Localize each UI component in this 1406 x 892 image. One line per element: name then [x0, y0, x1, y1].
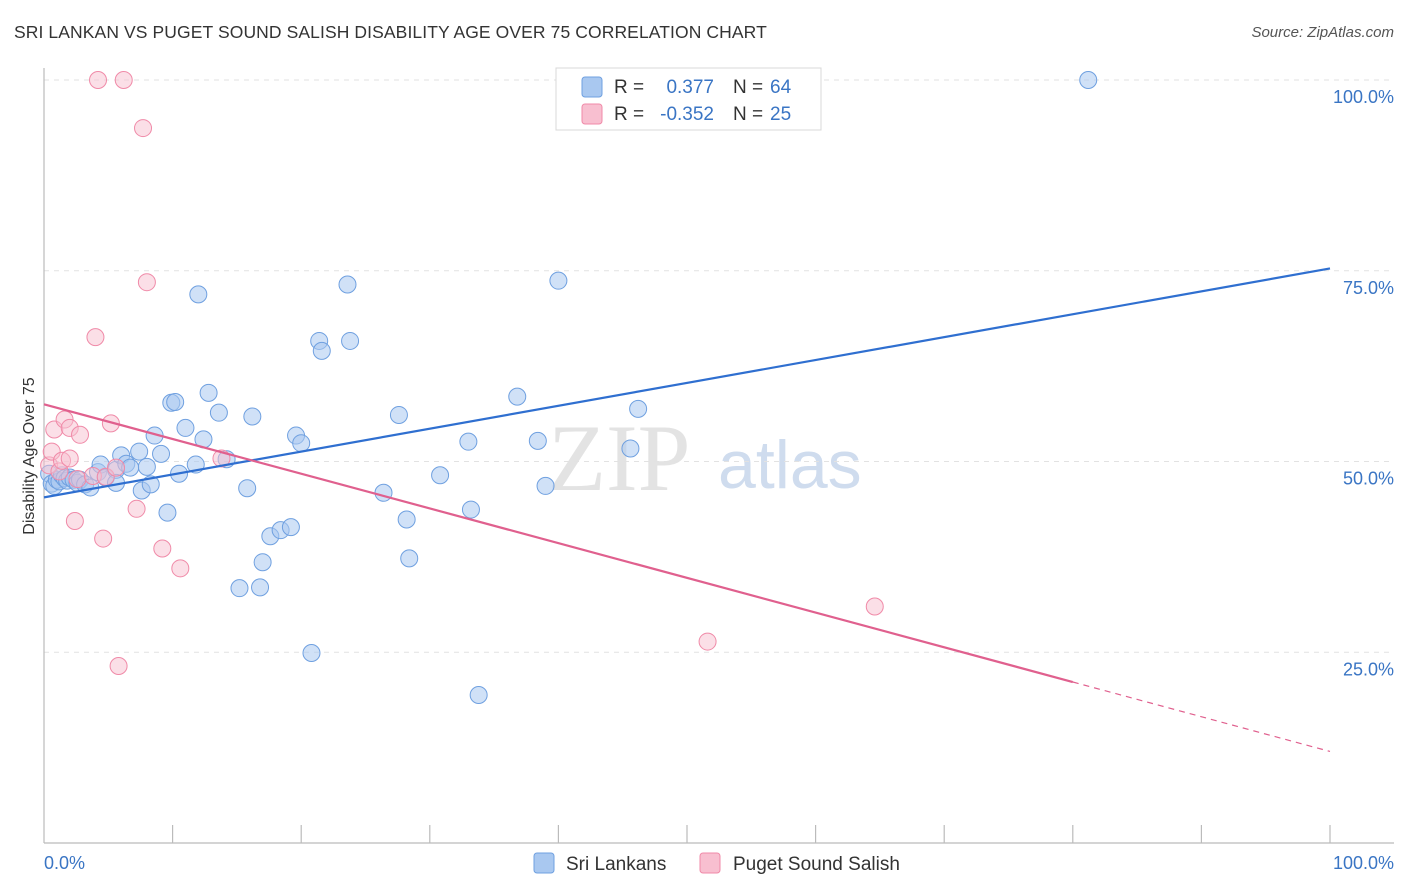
point-puget-sound-salish-22: [137, 273, 156, 292]
gridlines: [44, 79, 1394, 653]
point-puget-sound-salish-18: [89, 71, 108, 89]
legend: Sri Lankans Puget Sound Salish: [533, 852, 900, 875]
point-sri-lankans-63: [528, 431, 547, 450]
point-sri-lankans-54: [374, 483, 393, 502]
point-puget-sound-salish-19: [114, 71, 133, 89]
point-sri-lankans-58: [431, 466, 450, 485]
point-puget-sound-salish-20: [127, 499, 146, 518]
point-puget-sound-salish-17: [109, 656, 128, 675]
point-sri-lankans-37: [209, 403, 228, 422]
trend-line-extension-puget-sound-salish: [1072, 681, 1331, 753]
source-label: Source: ZipAtlas.com: [1251, 24, 1394, 41]
point-sri-lankans-27: [152, 444, 171, 463]
point-puget-sound-salish-8: [65, 512, 84, 531]
stats-r-value-1: 0.377: [666, 77, 714, 98]
point-sri-lankans-41: [243, 407, 262, 426]
point-sri-lankans-39: [230, 579, 249, 598]
x-tick-label-right: 100.0%: [1333, 853, 1394, 873]
point-puget-sound-salish-21: [134, 119, 153, 138]
y-tick-label-50: 50.0%: [1343, 469, 1394, 489]
point-puget-sound-salish-13: [94, 529, 113, 548]
point-sri-lankans-61: [469, 685, 488, 704]
point-sri-lankans-57: [400, 549, 419, 568]
stats-r-label-2: R =: [614, 104, 644, 125]
stats-n-value-2: 25: [770, 104, 791, 125]
stats-r-value-2: -0.352: [660, 104, 714, 125]
stats-box: R = 0.377 N = 64 R = -0.352 N = 25: [555, 67, 822, 131]
point-puget-sound-salish-27: [865, 597, 884, 616]
point-sri-lankans-59: [459, 432, 478, 451]
point-sri-lankans-43: [253, 553, 272, 572]
stats-n-label-2: N =: [733, 104, 763, 125]
y-tick-label-25: 25.0%: [1343, 659, 1394, 679]
watermark-atlas: atlas: [718, 427, 862, 503]
point-puget-sound-salish-9: [68, 470, 87, 489]
trend-line-puget-sound-salish: [43, 403, 1074, 684]
point-sri-lankans-52: [338, 275, 357, 294]
chart-title: SRI LANKAN VS PUGET SOUND SALISH DISABIL…: [14, 22, 767, 42]
stats-r-label-1: R =: [614, 77, 644, 98]
stats-swatch-puget-sound-salish: [581, 103, 603, 125]
point-sri-lankans-24: [137, 457, 156, 476]
point-sri-lankans-62: [508, 387, 527, 406]
point-sri-lankans-56: [397, 510, 416, 529]
point-sri-lankans-42: [251, 578, 270, 597]
point-puget-sound-salish-7: [60, 449, 79, 468]
point-sri-lankans-67: [629, 399, 648, 418]
point-sri-lankans-48: [292, 434, 311, 453]
point-puget-sound-salish-23: [153, 539, 172, 558]
point-sri-lankans-55: [389, 405, 408, 424]
x-axis-ticks: [172, 825, 1331, 843]
point-sri-lankans-46: [281, 518, 300, 537]
point-puget-sound-salish-26: [698, 632, 717, 651]
legend-label-sri-lankans: Sri Lankans: [566, 854, 666, 875]
watermark-zip: ZIP: [548, 405, 691, 511]
point-sri-lankans-32: [176, 418, 195, 437]
x-tick-label-left: 0.0%: [44, 853, 85, 873]
data-points: [40, 71, 1098, 704]
point-sri-lankans-28: [158, 503, 177, 522]
stats-swatch-sri-lankans: [581, 76, 603, 98]
y-tick-labels: 100.0% 75.0% 50.0% 25.0%: [1333, 87, 1394, 679]
point-puget-sound-salish-12: [86, 328, 105, 347]
legend-swatch-puget-sound-salish: [699, 852, 721, 874]
point-sri-lankans-68: [1079, 71, 1098, 89]
y-axis-label: Disability Age Over 75: [21, 377, 38, 535]
point-sri-lankans-66: [621, 439, 640, 458]
point-sri-lankans-64: [536, 476, 555, 495]
trend-line-sri-lankans: [43, 267, 1331, 499]
point-sri-lankans-34: [189, 285, 208, 304]
point-sri-lankans-36: [199, 383, 218, 402]
point-sri-lankans-53: [341, 331, 360, 350]
point-sri-lankans-22: [130, 442, 149, 461]
legend-swatch-sri-lankans: [533, 852, 555, 874]
watermark: ZIP atlas: [548, 405, 862, 511]
y-tick-label-100: 100.0%: [1333, 87, 1394, 107]
legend-label-puget-sound-salish: Puget Sound Salish: [733, 854, 900, 875]
point-sri-lankans-30: [166, 392, 185, 411]
point-sri-lankans-65: [549, 271, 568, 290]
stats-n-label-1: N =: [733, 77, 763, 98]
point-puget-sound-salish-16: [107, 458, 126, 477]
point-sri-lankans-49: [302, 644, 321, 663]
trend-lines: [43, 267, 1331, 753]
point-puget-sound-salish-24: [171, 559, 190, 578]
stats-n-value-1: 64: [770, 77, 792, 98]
y-tick-label-75: 75.0%: [1343, 278, 1394, 298]
point-puget-sound-salish-10: [71, 425, 90, 444]
point-sri-lankans-60: [461, 500, 480, 519]
point-sri-lankans-40: [238, 479, 257, 498]
point-sri-lankans-51: [312, 341, 331, 360]
